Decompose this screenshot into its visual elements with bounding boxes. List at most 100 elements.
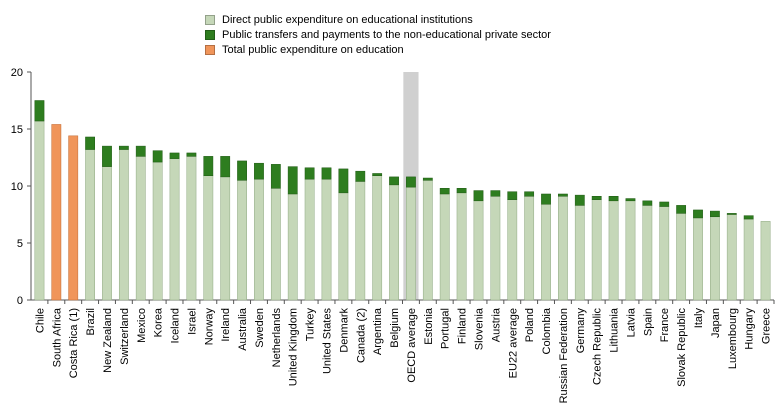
bar-transfers	[169, 152, 180, 159]
legend-label-direct: Direct public expenditure on educational…	[222, 13, 473, 26]
category-label: Australia	[237, 307, 249, 351]
category-label: Slovak Republic	[676, 308, 688, 387]
category-label: Lithuania	[609, 307, 621, 353]
category-label: South Africa	[51, 307, 63, 367]
category-label: Israel	[186, 308, 198, 335]
bar-direct	[473, 200, 484, 301]
bar-transfers	[304, 167, 315, 180]
bar-transfers	[186, 152, 197, 157]
bar-direct	[574, 205, 585, 301]
category-label: Hungary	[744, 308, 756, 350]
category-label: Italy	[693, 308, 705, 329]
bar-total	[51, 124, 62, 301]
category-label: Iceland	[170, 308, 182, 343]
legend: Direct public expenditure on educational…	[205, 12, 551, 57]
y-tick-label: 5	[17, 238, 23, 250]
bar-direct	[439, 193, 450, 301]
legend-label-total: Total public expenditure on education	[222, 43, 404, 56]
legend-item-transfers: Public transfers and payments to the non…	[205, 27, 551, 42]
bar-transfers	[591, 196, 602, 200]
bar-direct	[270, 188, 281, 301]
category-label: Switzerland	[119, 308, 131, 365]
bar-transfers	[34, 100, 45, 122]
bar-direct	[355, 181, 366, 301]
legend-swatch-total	[205, 44, 215, 55]
bar-transfers	[524, 191, 535, 197]
bar-direct	[676, 213, 687, 301]
y-tick-label: 15	[11, 124, 23, 136]
bar-transfers	[490, 190, 501, 197]
bar-transfers	[574, 194, 585, 206]
bar-direct	[304, 178, 315, 301]
bar-transfers	[507, 191, 518, 200]
category-label: Norway	[203, 308, 215, 346]
category-label: Brazil	[85, 308, 97, 336]
bar-direct	[321, 178, 332, 301]
bar-direct	[422, 180, 433, 301]
y-tick-label: 20	[11, 67, 23, 79]
category-label: Luxembourg	[727, 308, 739, 369]
bar-direct	[541, 203, 551, 301]
category-label: Germany	[575, 308, 587, 354]
category-label: France	[659, 308, 671, 342]
y-tick-label: 10	[11, 181, 23, 193]
bar-transfers	[710, 210, 720, 218]
category-label: New Zealand	[102, 308, 114, 373]
bar-direct	[591, 199, 602, 301]
bar-direct	[85, 149, 95, 301]
bar-direct	[135, 156, 146, 301]
category-label: Portugal	[440, 308, 452, 349]
category-label: Sweden	[254, 308, 266, 348]
bar-transfers	[439, 188, 450, 195]
category-label: Costa Rica (1)	[68, 308, 80, 378]
bar-direct	[152, 161, 163, 301]
bar-transfers	[726, 213, 737, 215]
legend-item-total: Total public expenditure on education	[205, 42, 551, 57]
bar-transfers	[456, 188, 467, 194]
category-label: Austria	[490, 307, 502, 342]
bar-direct	[34, 120, 45, 301]
category-label: OECD average	[406, 308, 418, 383]
bar-direct	[659, 206, 670, 301]
bar-direct	[186, 156, 197, 301]
category-label: Korea	[153, 307, 165, 337]
bar-transfers	[220, 156, 231, 178]
category-label: Belgium	[389, 308, 401, 348]
bar-transfers	[118, 145, 129, 150]
bar-direct	[338, 192, 349, 301]
bar-direct	[203, 175, 214, 301]
bar-direct	[456, 192, 467, 301]
bar-transfers	[355, 170, 366, 182]
category-label: Ireland	[220, 308, 232, 342]
category-label: Mexico	[136, 308, 148, 343]
bar-direct	[254, 178, 264, 301]
category-label: United States	[322, 308, 334, 375]
bar-direct	[118, 149, 129, 301]
bar-direct	[558, 196, 568, 301]
category-label: Denmark	[338, 308, 350, 353]
bar-transfers	[254, 162, 264, 180]
category-label: Greece	[761, 308, 773, 344]
bar-transfers	[270, 164, 281, 189]
bar-direct	[490, 196, 501, 301]
category-label: Finland	[457, 308, 469, 344]
category-label: Spain	[642, 308, 654, 336]
y-tick-label: 0	[17, 295, 23, 307]
bar-direct	[507, 199, 518, 301]
bar-transfers	[659, 201, 670, 207]
bar-direct	[389, 184, 399, 301]
bar-direct	[220, 176, 231, 301]
bar-transfers	[152, 150, 163, 163]
category-label: Czech Republic	[592, 308, 604, 386]
bar-direct	[743, 218, 754, 301]
category-label: Latvia	[625, 307, 637, 337]
category-label: Poland	[524, 308, 536, 342]
category-label: Canada (2)	[355, 308, 367, 363]
bar-direct	[760, 221, 771, 301]
bar-transfers	[642, 200, 653, 206]
category-label: Slovenia	[473, 307, 485, 350]
bar-transfers	[338, 168, 349, 194]
bar-direct	[625, 200, 636, 301]
bar-transfers	[287, 166, 298, 195]
